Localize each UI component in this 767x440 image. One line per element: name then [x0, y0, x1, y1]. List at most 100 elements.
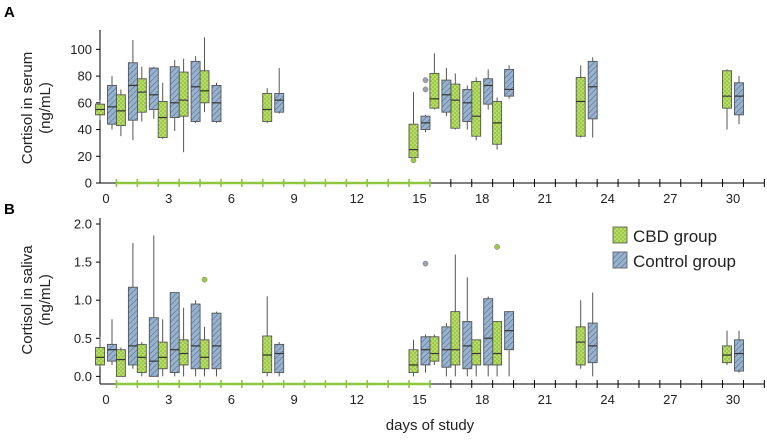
box-cbd	[115, 347, 126, 377]
box-cbd	[178, 58, 189, 153]
box-iqr	[148, 67, 159, 110]
box-iqr	[136, 343, 147, 374]
y-tick-label: 0.0	[74, 369, 92, 384]
x-tick-label: 30	[726, 392, 740, 407]
outlier-point	[410, 157, 417, 164]
box-control	[127, 40, 138, 141]
box-cbd	[408, 339, 419, 377]
box-cbd	[471, 77, 482, 141]
outlier-point	[422, 260, 429, 267]
outlier-point	[494, 244, 500, 250]
x-tick-label: 3	[165, 191, 172, 206]
box-control	[587, 57, 598, 138]
box-iqr	[169, 292, 180, 374]
box-iqr	[127, 286, 138, 366]
box-iqr	[408, 123, 419, 159]
box-cbd	[262, 296, 273, 377]
x-tick-label: 0	[102, 191, 109, 206]
box-cbd	[136, 66, 147, 122]
box-iqr	[115, 94, 126, 126]
x-axis-label: days of study	[386, 417, 475, 434]
box-cbd	[575, 300, 586, 369]
x-tick-label: 12	[350, 392, 364, 407]
box-cbd	[95, 100, 105, 121]
box-control	[483, 69, 494, 110]
outlier-point	[201, 276, 208, 283]
box-control	[420, 77, 431, 133]
y-tick-label: 1.5	[74, 255, 92, 270]
y-tick-label: 1.0	[74, 293, 92, 308]
box-cbd	[429, 334, 440, 365]
box-control	[462, 277, 473, 377]
box-control	[734, 76, 744, 125]
x-tick-label: 3	[165, 392, 172, 407]
box-iqr	[429, 72, 440, 109]
box-iqr	[722, 70, 732, 109]
box-iqr	[199, 70, 210, 104]
box-iqr	[95, 346, 105, 366]
box-cbd	[199, 37, 210, 113]
x-tick-label: 9	[290, 392, 297, 407]
y-tick-label: 40	[78, 122, 92, 137]
box-control	[504, 65, 515, 99]
box-cbd	[722, 69, 732, 130]
box-cbd	[492, 97, 503, 150]
box-iqr	[575, 326, 586, 366]
y-axis-label-serum-unit: (ng/mL)	[37, 82, 54, 134]
box-iqr	[408, 349, 419, 374]
box-iqr	[429, 336, 440, 362]
y-tick-label: 60	[78, 95, 92, 110]
box-iqr	[575, 76, 586, 137]
box-iqr	[157, 101, 168, 139]
box-iqr	[115, 349, 126, 377]
box-cbd	[450, 73, 461, 130]
box-iqr	[262, 93, 273, 122]
legend-label-control: Control group	[633, 252, 736, 271]
x-tick-label: 27	[663, 392, 677, 407]
box-iqr	[190, 303, 201, 370]
box-control	[483, 296, 494, 377]
box-control	[504, 311, 515, 377]
box-iqr	[587, 60, 598, 120]
box-iqr	[107, 84, 117, 125]
box-iqr	[274, 93, 285, 113]
box-iqr	[734, 339, 744, 372]
box-control	[169, 60, 180, 131]
box-control	[148, 235, 159, 377]
y-axis-label-saliva-unit: (ng/mL)	[37, 274, 54, 326]
box-cbd	[136, 342, 147, 377]
box-control	[211, 82, 222, 123]
outlier-point	[422, 86, 429, 93]
x-tick-label: 12	[350, 191, 364, 206]
x-tick-label: 15	[412, 392, 426, 407]
box-control	[169, 292, 180, 377]
x-tick-label: 9	[290, 191, 297, 206]
box-cbd	[199, 276, 210, 377]
box-cbd	[429, 53, 440, 110]
box-control	[107, 319, 117, 365]
box-iqr	[483, 78, 494, 105]
box-cbd	[178, 307, 189, 377]
box-iqr	[587, 322, 598, 364]
box-control	[274, 342, 285, 377]
box-iqr	[441, 79, 452, 113]
box-iqr	[274, 343, 285, 374]
panel-b: B Cortisol in saliva (ng/mL) 0.0 0.5 1.0 1.…	[4, 201, 765, 407]
legend-swatch-cbd	[612, 226, 628, 244]
box-iqr	[190, 60, 201, 122]
box-iqr	[722, 345, 732, 364]
x-tick-label: 30	[726, 191, 740, 206]
outlier-point	[422, 77, 429, 83]
box-control	[148, 66, 159, 119]
box-iqr	[492, 321, 503, 366]
y-tick-label: 80	[78, 69, 92, 84]
box-control	[734, 330, 744, 373]
box-cbd	[262, 88, 273, 123]
box-cbd	[450, 254, 461, 377]
box-iqr	[199, 339, 210, 370]
box-iqr	[107, 343, 117, 362]
legend-label-cbd: CBD group	[633, 227, 717, 246]
box-control	[587, 292, 598, 377]
box-cbd	[722, 330, 732, 365]
